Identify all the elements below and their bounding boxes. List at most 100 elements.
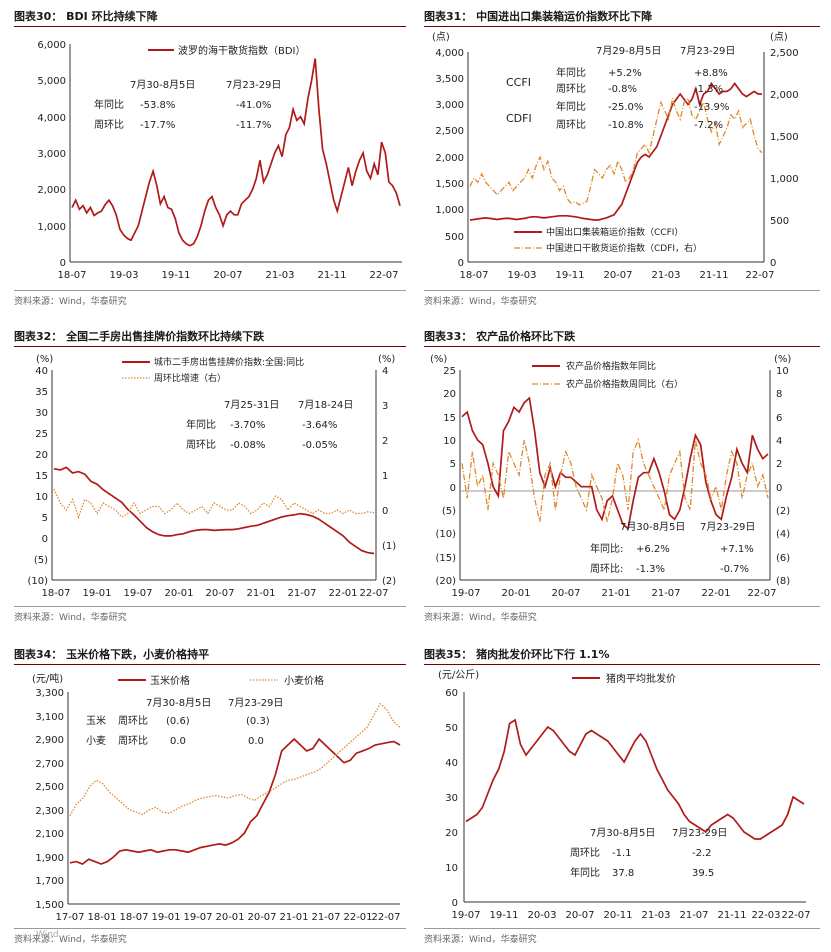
y-tick: 0 bbox=[452, 898, 458, 909]
y-tick: (5) bbox=[442, 506, 456, 517]
y-tick: 0 bbox=[458, 258, 464, 269]
y2-tick: 6 bbox=[776, 413, 782, 424]
annot-value: (0.6) bbox=[166, 716, 190, 727]
left-unit: (元/吨) bbox=[32, 672, 63, 685]
x-tick: 17-07 bbox=[55, 912, 84, 923]
legend-bdi: 波罗的海干散货指数（BDI） bbox=[148, 44, 306, 57]
x-tick: 20-11 bbox=[603, 910, 632, 921]
x-tick: 18-07 bbox=[41, 588, 70, 599]
y-tick: 20 bbox=[443, 389, 456, 400]
left-unit: (元/公斤) bbox=[438, 669, 479, 681]
annot-header: 7月23-29日 bbox=[672, 827, 727, 839]
y-tick: 2,300 bbox=[35, 806, 64, 817]
y-tick: 15 bbox=[443, 413, 456, 424]
y2-tick: 2 bbox=[776, 459, 782, 470]
panel-house: 图表32： 全国二手房出售挂牌价指数环比持续下跌 (%) (%) 40 35 3… bbox=[14, 328, 406, 624]
title-rule bbox=[424, 346, 820, 347]
annot-value: -11.7% bbox=[236, 120, 271, 131]
bottom-rule bbox=[14, 928, 406, 929]
x-tick: 22-01 bbox=[328, 588, 357, 599]
x-tick: 21-01 bbox=[601, 588, 630, 599]
x-tick: 20-07 bbox=[603, 270, 632, 281]
x-tick: 22-07 bbox=[747, 588, 776, 599]
y-tick: 1,000 bbox=[37, 222, 66, 233]
series-tag: CCFI bbox=[506, 76, 531, 89]
x-tick: 20-07 bbox=[551, 588, 580, 599]
x-tick: 21-01 bbox=[246, 588, 275, 599]
y-tick: 30 bbox=[35, 408, 48, 419]
y-tick: 3,000 bbox=[37, 149, 66, 160]
title-rule bbox=[424, 664, 820, 665]
x-tick: 21-11 bbox=[717, 910, 746, 921]
annot-header: 7月23-29日 bbox=[226, 79, 281, 91]
annot-label: 年同比 bbox=[556, 100, 586, 113]
chart-title: 图表32： 全国二手房出售挂牌价指数环比持续下跌 bbox=[14, 330, 265, 343]
annot-value: +5.2% bbox=[608, 68, 642, 79]
pork-x-axis: 19-07 19-11 20-03 20-07 20-11 21-03 21-0… bbox=[451, 910, 810, 921]
x-tick: 19-11 bbox=[489, 910, 518, 921]
legend-ccfi: 中国出口集装箱运价指数（CCFI） 中国进口干散货运价指数（CDFI，右） bbox=[514, 226, 702, 254]
source-note: 资料来源：Wind，华泰研究 bbox=[14, 297, 127, 307]
line-house-wow bbox=[53, 488, 375, 519]
chart-house: (%) (%) 40 35 30 25 20 15 10 5 0 (5) (10… bbox=[27, 354, 396, 599]
y-tick: (10) bbox=[27, 576, 48, 587]
annot-value: 37.8 bbox=[612, 868, 634, 879]
annotation-table: 7月30-8月5日 7月23-29日 玉米 周环比 (0.6) (0.3) 小麦… bbox=[86, 697, 283, 747]
panel-agri: 图表33： 农产品价格环比下跌 (%) (%) 25 20 15 10 5 0 … bbox=[424, 328, 820, 624]
annot-value: -0.08% bbox=[230, 440, 265, 451]
x-tick: 22-07 bbox=[359, 588, 388, 599]
line-agri-yoy bbox=[461, 396, 769, 531]
annot-label: 年同比: bbox=[590, 542, 623, 555]
x-tick: 22-01 bbox=[701, 588, 730, 599]
annot-value: -25.0% bbox=[608, 102, 643, 113]
y-tick: 40 bbox=[445, 758, 458, 769]
legend-pork: 猪肉平均批发价 bbox=[572, 672, 676, 685]
x-tick: 20-07 bbox=[205, 588, 234, 599]
annotation-table: 7月30-8月5日 7月23-29日 年同比 -53.8% -41.0% 周环比… bbox=[94, 79, 281, 131]
y-tick: 6,000 bbox=[37, 40, 66, 51]
x-tick: 22-07 bbox=[371, 912, 400, 923]
ccfi-right-axis: 2,500 2,000 1,500 1,000 500 0 bbox=[763, 48, 799, 269]
y-tick: 5 bbox=[42, 513, 48, 524]
y-tick: 20 bbox=[445, 828, 458, 839]
y-tick: 0 bbox=[42, 534, 48, 545]
y-tick: (10) bbox=[435, 529, 456, 540]
panel-bdi: 图表30： BDI 环比持续下降 6,000 5,000 4,000 3,000… bbox=[14, 8, 406, 308]
legend-label: 波罗的海干散货指数（BDI） bbox=[178, 44, 306, 57]
x-tick: 18-07 bbox=[459, 270, 488, 281]
annot-value: -7.2% bbox=[694, 120, 723, 131]
y-tick: 2,900 bbox=[35, 735, 64, 746]
agri-x-axis: 19-07 20-01 20-07 21-01 21-07 22-01 22-0… bbox=[451, 588, 776, 599]
y-tick: (20) bbox=[435, 576, 456, 587]
x-tick: 19-07 bbox=[123, 588, 152, 599]
y-tick: 50 bbox=[445, 723, 458, 734]
x-tick: 19-03 bbox=[507, 270, 536, 281]
y-tick: 3,100 bbox=[35, 712, 64, 723]
annot-value: -41.0% bbox=[236, 100, 271, 111]
y-tick: 35 bbox=[35, 387, 48, 398]
y-tick: 10 bbox=[445, 863, 458, 874]
legend-label: 玉米价格 bbox=[150, 674, 190, 687]
bottom-rule bbox=[424, 606, 820, 607]
y-tick: 25 bbox=[443, 366, 456, 377]
y2-tick: 4 bbox=[776, 436, 782, 447]
annot-crop: 玉米 bbox=[86, 714, 106, 727]
left-unit: (点) bbox=[432, 31, 450, 43]
annot-label: 周环比 bbox=[556, 119, 586, 131]
y2-tick: 2,000 bbox=[770, 90, 799, 101]
y2-tick: 8 bbox=[776, 389, 782, 400]
y2-tick: (8) bbox=[776, 576, 790, 587]
y2-tick: (4) bbox=[776, 529, 790, 540]
y-tick: 1,900 bbox=[35, 853, 64, 864]
y-tick: 5 bbox=[450, 459, 456, 470]
line-pork bbox=[465, 718, 805, 840]
annot-header: 7月30-8月5日 bbox=[130, 79, 195, 91]
right-unit: (%) bbox=[378, 354, 395, 365]
footer-watermark: Wind bbox=[36, 930, 59, 940]
y2-tick: 0 bbox=[382, 506, 388, 517]
annot-header: 7月25-31日 bbox=[224, 399, 279, 411]
line-corn bbox=[69, 737, 401, 865]
legend-label: 农产品价格指数年同比 bbox=[566, 360, 656, 372]
y-tick: 0 bbox=[60, 258, 66, 269]
bottom-rule bbox=[424, 290, 820, 291]
